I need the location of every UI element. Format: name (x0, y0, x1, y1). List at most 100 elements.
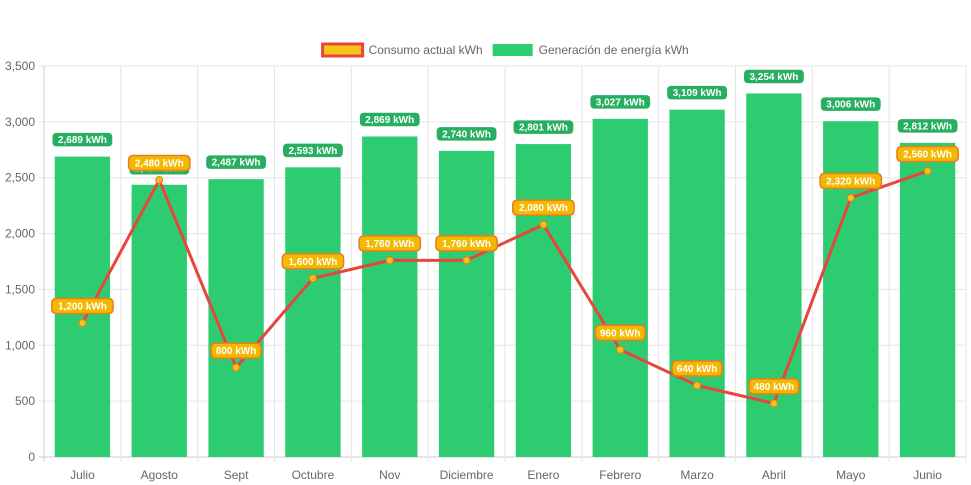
line-data-label-text: 2,480 kWh (135, 158, 184, 169)
line-data-label-bg (281, 253, 345, 270)
bar-data-label-bg (742, 68, 806, 85)
line-data-label: 1,760 kWh (358, 235, 422, 252)
line-data-label-text: 1,600 kWh (288, 257, 337, 268)
bar-data-label-text: 2,869 kWh (365, 115, 414, 126)
line-path (81, 169, 929, 405)
bar[interactable] (746, 93, 802, 457)
y-tick-label: 2,500 (5, 171, 35, 185)
bar-data-label: 3,027 kWh (588, 93, 652, 111)
bar-data-label-bg (896, 117, 959, 135)
x-tick-label: Mayo (836, 468, 866, 482)
line-data-label-bg (594, 324, 646, 342)
bar[interactable] (899, 142, 956, 457)
bar-data-label: 2,801 kWh (512, 118, 575, 136)
bar[interactable] (669, 109, 725, 457)
legend: Consumo actual kWh Generación de energía … (321, 42, 689, 58)
line-data-label: 1,200 kWh (51, 297, 114, 315)
line-data-label: 1,600 kWh (281, 253, 345, 270)
y-tick-label: 1,500 (5, 282, 35, 296)
line-data-label: 2,480 kWh (127, 154, 191, 172)
y-tick-label: 3,500 (5, 59, 35, 73)
line-data-label-text: 2,560 kWh (903, 150, 952, 161)
line-data-label-bg (819, 172, 883, 190)
x-tick-label: Febrero (599, 468, 641, 482)
bar-data-label-text: 3,006 kWh (826, 100, 875, 111)
y-tick-label: 500 (15, 394, 35, 408)
line-point[interactable] (78, 318, 87, 327)
bar[interactable] (131, 184, 187, 457)
line-data-label-bg (51, 297, 114, 315)
line-point[interactable] (923, 167, 932, 176)
x-tick-label: Marzo (680, 468, 714, 482)
x-tick-label: Sept (224, 468, 249, 482)
line-data-label-text: 1,760 kWh (442, 239, 491, 250)
line-point[interactable] (232, 363, 241, 372)
bar[interactable] (438, 150, 495, 457)
bar[interactable] (285, 167, 341, 457)
line-data-label-text: 640 kWh (677, 364, 718, 375)
bar[interactable] (515, 144, 572, 457)
legend-label-generacion[interactable]: Generación de energía kWh (539, 43, 689, 57)
bar-data-label-text: 2,689 kWh (58, 135, 107, 146)
line-data-label: 960 kWh (594, 324, 646, 342)
line-series (78, 167, 932, 408)
x-tick-label: Enero (527, 468, 559, 482)
line-point[interactable] (462, 256, 471, 265)
bar-data-label-text: 3,109 kWh (673, 88, 722, 99)
y-axis-ticks: 0 500 1,000 1,500 2,000 2,500 3,000 3,500 (5, 59, 35, 464)
line-data-label-text: 800 kWh (216, 346, 257, 357)
bar-data-label-text: 2,593 kWh (288, 146, 337, 157)
bar-data-label: 2,487 kWh (204, 153, 268, 171)
bar-data-label: 2,869 kWh (358, 111, 422, 128)
line-data-label-text: 2,080 kWh (519, 203, 568, 214)
y-tick-label: 0 (28, 450, 35, 464)
x-tick-label: Agosto (141, 468, 179, 482)
line-data-label-bg (358, 235, 422, 252)
line-data-label: 640 kWh (671, 360, 723, 377)
bar[interactable] (362, 136, 418, 458)
bar-data-label-bg (512, 118, 575, 136)
line-data-label: 800 kWh (210, 342, 262, 359)
x-tick-label: Diciembre (440, 468, 494, 482)
bar-data-label-bg (819, 95, 883, 113)
line-data-label-text: 1,200 kWh (58, 301, 107, 312)
bar[interactable] (208, 179, 264, 457)
legend-label-consumo[interactable]: Consumo actual kWh (369, 43, 483, 57)
line-data-label-text: 1,760 kWh (365, 239, 414, 250)
x-axis-ticks: Julio Agosto Sept Octubre Nov Diciembre Enero F… (70, 468, 942, 482)
line-point[interactable] (308, 274, 317, 283)
bar[interactable] (823, 121, 879, 457)
x-tick-label: Nov (379, 468, 400, 482)
line-point[interactable] (846, 193, 855, 202)
bar-data-label-text: 3,254 kWh (749, 72, 798, 83)
line-data-label-text: 960 kWh (600, 328, 641, 339)
bar[interactable] (592, 118, 648, 458)
bar-data-label-text: 2,740 kWh (442, 129, 491, 140)
grid (39, 65, 967, 462)
x-tick-label: Octubre (292, 468, 335, 482)
bar-data-label: 3,109 kWh (665, 84, 729, 101)
bar-data-label-text: 2,801 kWh (519, 123, 568, 134)
line-data-label: 2,080 kWh (512, 199, 575, 216)
line-data-label-bg (896, 145, 959, 163)
bar-series (54, 93, 956, 458)
line-data-label-bg (748, 378, 800, 395)
legend-swatch-consumo[interactable] (321, 42, 365, 58)
line-point[interactable] (539, 220, 548, 229)
bar-data-label-bg (665, 84, 729, 101)
line-point[interactable] (385, 256, 394, 265)
line-point[interactable] (769, 399, 778, 408)
line-point[interactable] (616, 345, 625, 354)
x-tick-label: Junio (913, 468, 942, 482)
line-data-label-text: 480 kWh (754, 382, 795, 393)
line-data-label: 1,760 kWh (435, 235, 498, 252)
y-tick-label: 3,000 (5, 115, 35, 129)
line-point[interactable] (693, 381, 702, 390)
legend-swatch-generacion[interactable] (492, 44, 533, 56)
line-data-label-bg (127, 154, 191, 172)
bar-data-label-bg (204, 153, 268, 171)
bar-data-label-text: 2,487 kWh (212, 158, 261, 169)
line-point[interactable] (155, 175, 164, 184)
line-data-label: 2,560 kWh (896, 145, 959, 163)
line-data-label-text: 2,320 kWh (826, 176, 875, 187)
